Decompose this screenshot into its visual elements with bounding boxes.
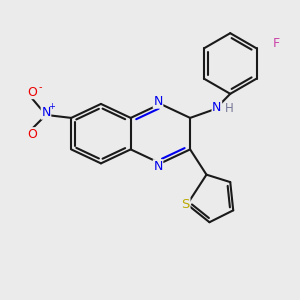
Text: F: F [272, 38, 279, 50]
Text: N: N [41, 106, 51, 119]
Text: O: O [28, 128, 38, 141]
Text: O: O [28, 85, 38, 98]
Text: H: H [224, 103, 233, 116]
Text: S: S [182, 198, 190, 211]
Text: N: N [153, 160, 163, 173]
Text: +: + [48, 102, 55, 111]
Text: N: N [212, 101, 222, 114]
Text: -: - [38, 82, 42, 92]
Text: N: N [153, 95, 163, 108]
